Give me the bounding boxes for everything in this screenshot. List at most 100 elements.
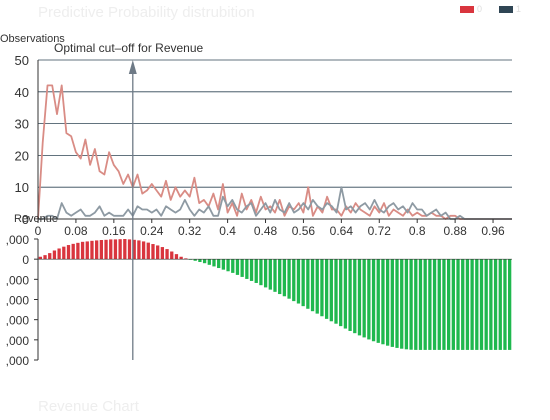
chart-title: Predictive Probability distrubition xyxy=(38,4,255,21)
legend-item-1[interactable]: 1 xyxy=(499,4,521,14)
revenue-bar xyxy=(263,259,268,288)
revenue-tick-label: 0 xyxy=(22,253,29,267)
revenue-bar xyxy=(184,258,188,260)
revenue-tick-label: ,000 xyxy=(6,273,30,287)
revenue-chart-title: Revenue Chart xyxy=(38,398,139,415)
revenue-bar xyxy=(179,256,183,260)
revenue-bar xyxy=(80,241,85,260)
revenue-bar xyxy=(113,239,118,260)
revenue-bar xyxy=(57,248,61,260)
revenue-bar xyxy=(193,259,197,261)
revenue-bar xyxy=(174,254,179,260)
revenue-bar xyxy=(137,240,141,260)
revenue-bar xyxy=(151,244,155,260)
revenue-bar xyxy=(404,259,409,350)
series-line-1 xyxy=(38,186,512,220)
revenue-bar xyxy=(240,259,244,277)
revenue-bar xyxy=(249,259,254,281)
revenue-bar xyxy=(132,239,136,260)
revenue-bar xyxy=(339,259,343,327)
revenue-bar xyxy=(310,259,315,312)
revenue-bar xyxy=(123,239,127,260)
revenue-bar xyxy=(461,259,465,350)
revenue-bar xyxy=(217,259,221,269)
revenue-bar xyxy=(165,249,169,260)
revenue-bar xyxy=(428,259,432,350)
revenue-bar xyxy=(381,259,385,345)
revenue-bar xyxy=(259,259,263,286)
revenue-bar xyxy=(329,259,333,322)
revenue-bar xyxy=(76,242,80,260)
x-tick-label: 0.32 xyxy=(178,224,202,238)
revenue-bar xyxy=(212,259,216,267)
revenue-tick-label: ,000 xyxy=(6,334,30,348)
revenue-bar xyxy=(43,255,47,260)
legend-item-0[interactable]: 0 xyxy=(460,4,482,14)
x-tick-label: 0.96 xyxy=(481,224,505,238)
revenue-bar xyxy=(320,259,324,317)
revenue-bar xyxy=(465,259,470,350)
revenue-bar xyxy=(508,259,512,350)
x-tick-label: 0.08 xyxy=(64,224,88,238)
y-tick-label-20: 20 xyxy=(15,148,29,163)
revenue-bar xyxy=(357,259,362,336)
revenue-bar xyxy=(353,259,357,334)
revenue-bar xyxy=(484,259,488,350)
revenue-bar xyxy=(62,246,66,260)
revenue-bar xyxy=(160,247,165,260)
x-tick-label: 0.8 xyxy=(409,224,426,238)
y-tick-label-40: 40 xyxy=(15,85,29,100)
revenue-bar xyxy=(493,259,498,350)
revenue-bar xyxy=(226,259,230,272)
revenue-bar xyxy=(334,259,338,324)
cutoff-annotation: Optimal cut–off for Revenue xyxy=(54,41,204,55)
legend-swatch-1 xyxy=(499,5,513,13)
revenue-bar xyxy=(292,259,296,302)
revenue-bar xyxy=(348,259,352,331)
x-tick-label: 0.24 xyxy=(140,224,164,238)
revenue-bar xyxy=(273,259,277,292)
cutoff-arrow-icon xyxy=(128,60,137,74)
y-tick-label-30: 30 xyxy=(15,117,29,132)
revenue-bar xyxy=(367,259,371,340)
revenue-bar xyxy=(282,259,287,297)
revenue-bar xyxy=(207,259,211,265)
revenue-bar xyxy=(287,259,291,299)
revenue-bar xyxy=(475,259,479,350)
x-tick-label: 0.72 xyxy=(368,224,392,238)
revenue-bar xyxy=(146,242,150,260)
revenue-bar xyxy=(127,239,132,260)
revenue-bar xyxy=(221,259,226,270)
revenue-bar xyxy=(202,259,207,264)
revenue-bar xyxy=(95,240,99,260)
revenue-tick-label: ,000 xyxy=(6,354,30,368)
revenue-bar xyxy=(451,259,455,350)
revenue-bar xyxy=(301,259,305,307)
revenue-bar xyxy=(479,259,484,350)
revenue-bar xyxy=(52,250,57,260)
revenue-bar xyxy=(414,259,418,350)
revenue-bar xyxy=(343,259,348,329)
revenue-bar xyxy=(268,259,272,290)
legend-label-1: 1 xyxy=(516,4,522,14)
revenue-bar xyxy=(278,259,282,295)
revenue-bar xyxy=(315,259,319,314)
revenue-bar xyxy=(376,259,380,343)
revenue-tick-label: ,000 xyxy=(6,314,30,328)
revenue-bar xyxy=(48,253,52,260)
revenue-bar xyxy=(498,259,502,350)
legend-label-0: 0 xyxy=(477,4,483,14)
revenue-bar xyxy=(390,259,394,347)
y-tick-label-0: 0 xyxy=(22,212,29,227)
revenue-bar xyxy=(409,259,413,350)
revenue-bar xyxy=(99,240,104,260)
revenue-bar xyxy=(104,239,108,260)
revenue-bar xyxy=(437,259,441,350)
revenue-bar xyxy=(400,259,404,349)
revenue-bar xyxy=(385,259,390,346)
x-tick-label: 0.56 xyxy=(292,224,316,238)
revenue-bar xyxy=(371,259,376,342)
revenue-bar xyxy=(432,259,437,350)
x-tick-label: 0.48 xyxy=(254,224,278,238)
